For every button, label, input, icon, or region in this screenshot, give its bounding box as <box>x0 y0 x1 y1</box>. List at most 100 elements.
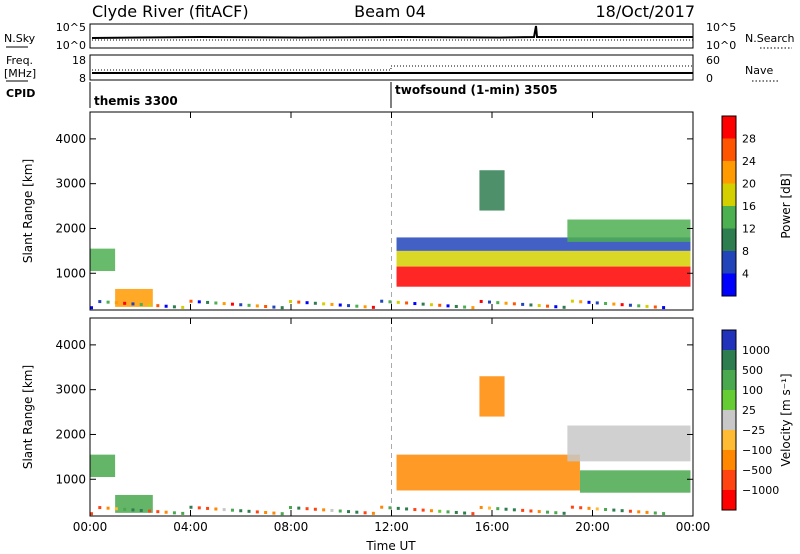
power-colorbar-segment-5 <box>722 161 736 184</box>
velocity-speckle-28 <box>322 508 326 512</box>
velocity-colorbar-tick-1: 500 <box>742 364 763 377</box>
power-speckle-60 <box>587 300 591 304</box>
velocity-speckle-25 <box>297 506 301 510</box>
velocity-speckle-16 <box>222 508 226 512</box>
power-speckle-48 <box>487 300 491 304</box>
velocity-speckle-21 <box>264 510 268 514</box>
velocity-speckle-61 <box>595 507 599 511</box>
power-speckle-45 <box>463 305 467 309</box>
power-colorbar-tick-1: 8 <box>742 245 749 258</box>
power-y-axis-title: Slant Range [km] <box>21 159 35 263</box>
power-colorbar-tick-3: 16 <box>742 200 756 213</box>
power-colorbar-tick-2: 12 <box>742 223 756 236</box>
power-speckle-3 <box>114 301 118 305</box>
power-speckle-68 <box>653 305 657 309</box>
power-speckle-8 <box>156 304 160 308</box>
cpid-label: CPID <box>6 87 35 100</box>
power-y-tick-label-3: 4000 <box>55 132 86 146</box>
power-speckle-20 <box>255 304 259 308</box>
power-speckle-35 <box>380 299 384 303</box>
velocity-region-2 <box>396 454 580 491</box>
power-speckle-27 <box>313 301 317 305</box>
velocity-colorbar-segment-0 <box>722 330 736 350</box>
velocity-speckle-9 <box>164 510 168 514</box>
velocity-colorbar-segment-5 <box>722 430 736 450</box>
velocity-colorbar-segment-8 <box>722 490 736 510</box>
velocity-speckle-24 <box>288 506 292 510</box>
velocity-speckle-47 <box>479 505 483 509</box>
power-speckle-14 <box>206 300 210 304</box>
power-colorbar-tick-4: 20 <box>742 178 756 191</box>
power-region-6 <box>479 170 505 211</box>
noise-sky-line <box>91 25 693 39</box>
power-speckle-17 <box>230 302 234 306</box>
power-speckle-9 <box>164 304 168 308</box>
power-speckle-15 <box>214 301 218 305</box>
power-speckle-6 <box>139 302 143 306</box>
power-speckle-24 <box>288 300 292 304</box>
velocity-speckle-15 <box>214 507 218 511</box>
velocity-y-tick-label-2: 3000 <box>55 383 86 397</box>
nsearch-label: N.Search <box>745 32 795 45</box>
power-speckle-55 <box>546 304 550 308</box>
power-speckle-46 <box>471 306 475 310</box>
noise-panel: N.Sky 10^5 10^0 10^5 10^0 N.Search <box>4 21 795 52</box>
velocity-x-tick-label-0: 00:00 <box>73 520 108 534</box>
velocity-speckle-45 <box>463 511 467 515</box>
freq-panel: Freq. [MHz] 18 8 60 0 Nave <box>4 54 780 85</box>
velocity-x-tick-label-3: 12:00 <box>374 520 409 534</box>
power-speckle-54 <box>537 304 541 308</box>
velocity-colorbar-tick-0: 1000 <box>742 344 770 357</box>
power-speckle-18 <box>239 303 243 307</box>
velocity-speckle-58 <box>570 505 574 509</box>
power-speckle-64 <box>620 303 624 307</box>
velocity-speckle-64 <box>620 509 624 513</box>
nave-label: Nave <box>745 64 773 77</box>
velocity-speckle-32 <box>355 510 359 514</box>
power-colorbar-segment-0 <box>722 273 736 296</box>
power-speckle-36 <box>388 300 392 304</box>
velocity-colorbar-tick-3: 25 <box>742 404 756 417</box>
power-speckle-32 <box>355 304 359 308</box>
nave-tick-low: 0 <box>706 72 713 85</box>
velocity-colorbar-tick-6: −500 <box>742 464 772 477</box>
freq-tick-low: 8 <box>79 72 86 85</box>
velocity-speckle-68 <box>653 511 657 515</box>
power-speckle-63 <box>612 302 616 306</box>
power-speckle-1 <box>98 300 102 304</box>
velocity-speckle-31 <box>347 510 351 514</box>
power-speckle-40 <box>421 302 425 306</box>
power-y-tick-label-1: 2000 <box>55 221 86 235</box>
power-speckle-4 <box>123 301 127 305</box>
velocity-region-0 <box>90 454 116 478</box>
velocity-speckle-5 <box>131 508 135 512</box>
velocity-speckle-34 <box>371 511 375 515</box>
power-speckle-16 <box>222 302 226 306</box>
power-region-5 <box>567 219 691 242</box>
velocity-colorbar-segment-7 <box>722 470 736 490</box>
power-speckle-34 <box>371 305 375 309</box>
nsky-label: N.Sky <box>4 32 36 45</box>
velocity-x-tick-label-1: 04:00 <box>173 520 208 534</box>
power-speckle-69 <box>662 306 666 310</box>
velocity-y-tick-label-0: 1000 <box>55 472 86 486</box>
power-region-0 <box>90 248 116 272</box>
velocity-speckle-39 <box>413 508 417 512</box>
power-speckle-10 <box>172 305 176 309</box>
velocity-speckle-22 <box>272 511 276 515</box>
power-speckle-31 <box>347 304 351 308</box>
velocity-colorbar-frame <box>721 329 737 511</box>
x-axis-title: Time UT <box>365 539 416 553</box>
velocity-speckle-46 <box>471 512 475 516</box>
power-colorbar-segment-6 <box>722 138 736 161</box>
power-speckle-13 <box>197 300 201 304</box>
power-speckle-67 <box>645 304 649 308</box>
velocity-speckle-66 <box>637 510 641 514</box>
power-speckle-58 <box>570 299 574 303</box>
power-speckle-65 <box>628 303 632 307</box>
velocity-speckle-40 <box>421 508 425 512</box>
power-colorbar-tick-6: 28 <box>742 133 756 146</box>
velocity-speckle-3 <box>114 507 118 511</box>
power-colorbar-tick-0: 4 <box>742 268 749 281</box>
velocity-colorbar-tick-2: 100 <box>742 384 763 397</box>
